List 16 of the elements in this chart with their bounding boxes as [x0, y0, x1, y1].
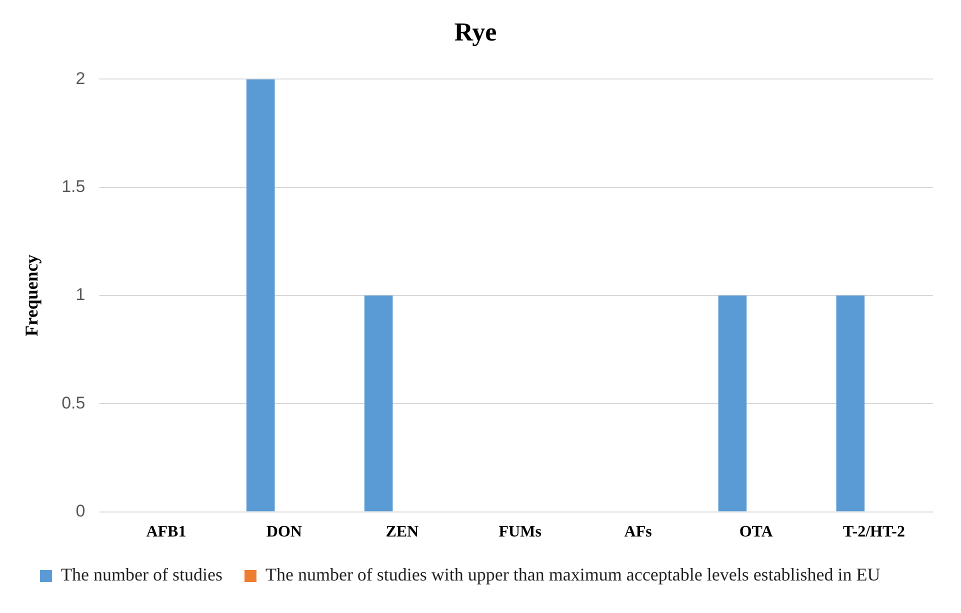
x-tick-label: DON — [266, 524, 302, 541]
y-axis-title: Frequency — [21, 254, 42, 336]
x-tick-label: ZEN — [386, 524, 420, 541]
y-tick-label: 0.5 — [62, 393, 86, 412]
x-tick-label: T-2/HT-2 — [843, 524, 905, 541]
legend-label: The number of studies — [61, 564, 222, 585]
y-tick-label: 1 — [76, 285, 86, 304]
y-tick-label: 2 — [76, 68, 86, 88]
y-tick-label: 1.5 — [62, 177, 86, 196]
legend-label: The number of studies with upper than maximum acceptable levels established in EU — [265, 564, 880, 585]
x-tick-label: FUMs — [498, 524, 542, 541]
chart-title: Rye — [454, 17, 497, 46]
x-tick-label: AFB1 — [146, 524, 186, 541]
x-tick-label: AFs — [624, 524, 652, 541]
x-tick-label: OTA — [739, 524, 774, 541]
y-tick-label: 0 — [76, 501, 86, 520]
